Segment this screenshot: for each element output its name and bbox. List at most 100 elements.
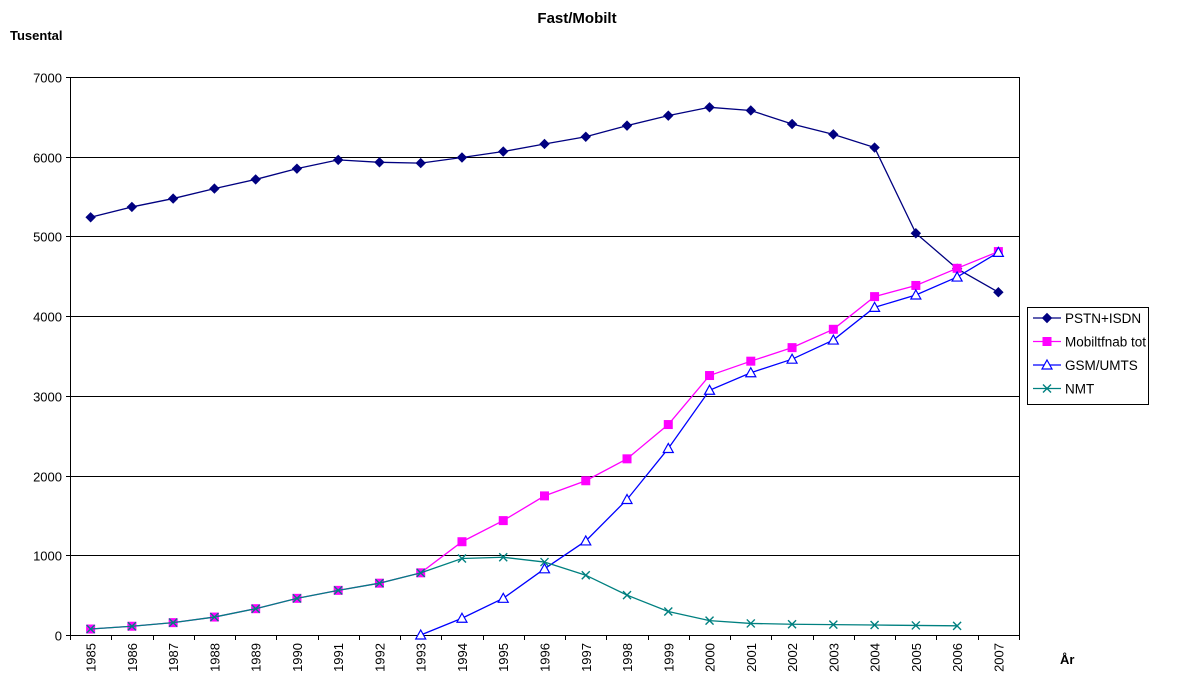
data-point [498,552,508,562]
data-point [663,110,674,121]
data-point [581,570,591,580]
data-point [498,516,508,526]
data-point [581,476,591,486]
data-point [870,620,880,630]
data-point [86,624,96,634]
x-tick-label: 2002 [785,643,800,672]
data-point [455,612,468,623]
data-point [787,343,797,353]
x-tick-label: 1996 [538,643,553,672]
data-point [746,356,756,366]
data-point [952,621,962,631]
gridlines [70,157,1019,556]
y-tick-label: 7000 [33,71,62,86]
data-point [662,442,675,454]
data-point [870,292,880,302]
data-point [744,366,757,378]
data-point [209,612,219,622]
y-axis-label: Tusental [10,28,63,43]
data-point [909,288,922,300]
series-nmt [86,552,962,634]
data-point [457,553,467,563]
x-tick-label: 1993 [414,643,429,672]
y-tick-label: 1000 [33,549,62,564]
data-point [374,578,384,588]
x-tick-label: 1991 [331,643,346,672]
data-point [622,590,632,600]
data-point [663,420,673,430]
data-point [745,105,757,116]
x-tick-label: 1988 [207,643,222,672]
y-axis: 0 1000 2000 3000 4000 5000 6000 7000 [33,71,70,644]
y-tick-label: 6000 [33,151,62,166]
data-point [168,618,178,628]
data-point [951,270,964,282]
data-point [540,491,549,501]
data-point [292,593,302,603]
legend-label: PSTN+ISDN [1065,311,1141,326]
data-point [374,157,385,168]
series-line [90,556,958,630]
data-point [705,616,715,626]
x-tick-label: 1998 [620,643,635,672]
data-point [167,193,179,204]
data-point [786,352,799,364]
legend-marker [1042,337,1052,346]
x-tick-label: 1989 [249,643,264,672]
y-tick-label: 2000 [33,470,62,485]
legend-marker [1040,358,1054,370]
data-point [705,371,715,381]
data-point [827,333,840,345]
x-tick-label: 1986 [125,643,140,672]
data-point [333,585,343,595]
data-point [250,174,261,185]
legend-marker [1042,384,1052,393]
chart-title: Fast/Mobilt [537,10,616,27]
series-line [420,251,999,636]
data-point [416,568,426,578]
data-point [457,537,467,547]
data-point [414,628,427,640]
x-tick-label: 2007 [991,643,1006,672]
data-point [910,228,922,239]
data-point [579,534,592,546]
data-point [538,562,551,574]
x-tick-label: 2004 [868,643,883,672]
data-point [126,201,138,213]
data-point [911,620,921,630]
data-point [746,618,756,628]
data-point [209,183,220,194]
data-point [456,152,468,163]
data-point [497,592,510,603]
y-tick-label: 5000 [33,230,62,245]
data-point [621,493,634,505]
data-point [498,146,509,157]
x-tick-label: 1994 [455,643,470,672]
x-tick-label: 2005 [909,643,924,672]
x-tick-label: 2000 [703,643,718,672]
series-pstn-isdn [85,102,1004,298]
x-tick-label: 1995 [496,643,511,672]
data-point [332,154,344,166]
data-point [992,246,1005,257]
x-tick-label: 1999 [661,643,676,672]
data-point [828,324,838,334]
plot-area [70,77,1020,636]
data-point [704,102,715,113]
legend-label: NMT [1065,382,1094,397]
data-point [85,212,96,223]
data-point [621,120,633,131]
x-tick-label: 1985 [84,643,99,672]
data-point [580,131,591,142]
data-point [127,621,137,631]
data-point [828,129,839,140]
data-point [539,138,550,150]
series-line [90,106,999,293]
legend-marker [1041,312,1053,324]
y-tick-label: 4000 [33,310,62,325]
legend-label: GSM/UMTS [1065,358,1138,373]
x-axis: 1985 1986 1987 1988 1989 1990 1991 1992 1993 1994… [70,635,1020,672]
data-point [869,142,880,153]
series-group [85,102,1005,640]
